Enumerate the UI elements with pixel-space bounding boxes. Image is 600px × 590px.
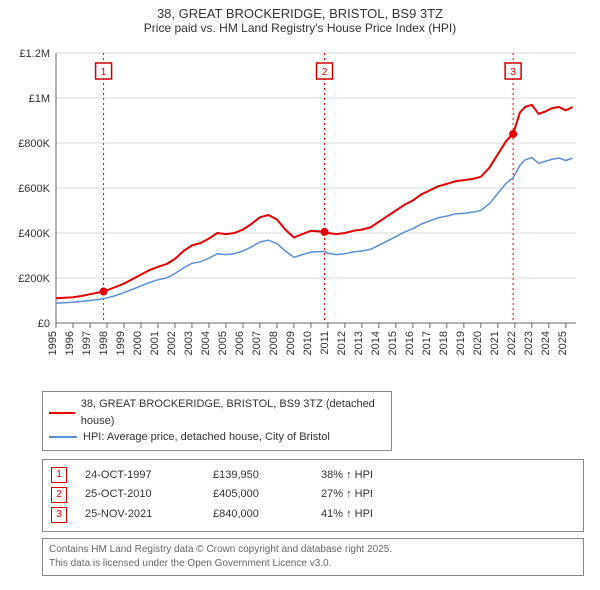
svg-text:2018: 2018 [438,331,450,355]
svg-text:2007: 2007 [251,331,263,355]
svg-text:1995: 1995 [47,331,59,355]
svg-text:2025: 2025 [557,331,569,355]
tx-date: 25-OCT-2010 [85,485,195,505]
footer-attribution: Contains HM Land Registry data © Crown c… [42,538,584,576]
svg-text:£800K: £800K [18,138,50,150]
tx-date: 24-OCT-1997 [85,466,195,486]
svg-text:£400K: £400K [18,228,50,240]
table-row: 2 25-OCT-2010 £405,000 27% ↑ HPI [51,485,575,505]
svg-text:2017: 2017 [421,331,433,355]
svg-text:2005: 2005 [217,331,229,355]
footer-line2: This data is licensed under the Open Gov… [49,557,577,571]
chart-title: 38, GREAT BROCKERIDGE, BRISTOL, BS9 3TZ … [0,0,600,39]
svg-text:2011: 2011 [319,331,331,355]
svg-text:2013: 2013 [353,331,365,355]
price-chart: £0 £200K £400K £600K £800K £1M £1.2M 1995 1996 19… [10,43,590,383]
svg-text:2014: 2014 [370,331,382,355]
svg-text:£200K: £200K [18,273,50,285]
legend-label: 38, GREAT BROCKERIDGE, BRISTOL, BS9 3TZ … [81,396,385,429]
tx-diff: 38% ↑ HPI [321,466,411,486]
svg-text:2003: 2003 [183,331,195,355]
tx-diff: 27% ↑ HPI [321,485,411,505]
svg-text:1998: 1998 [98,331,110,355]
legend-item: 38, GREAT BROCKERIDGE, BRISTOL, BS9 3TZ … [49,396,385,429]
tx-date: 25-NOV-2021 [85,505,195,525]
tx-diff: 41% ↑ HPI [321,505,411,525]
svg-text:3: 3 [510,67,516,78]
legend: 38, GREAT BROCKERIDGE, BRISTOL, BS9 3TZ … [42,391,392,451]
svg-text:1: 1 [101,67,107,78]
svg-text:2009: 2009 [285,331,297,355]
svg-text:2000: 2000 [132,331,144,355]
svg-text:2016: 2016 [404,331,416,355]
svg-text:2019: 2019 [455,331,467,355]
svg-text:£1.2M: £1.2M [19,48,50,60]
svg-text:2022: 2022 [506,331,518,355]
legend-swatch [49,412,75,414]
svg-text:2020: 2020 [472,331,484,355]
tx-badge: 1 [51,467,67,483]
svg-text:2012: 2012 [336,331,348,355]
legend-label: HPI: Average price, detached house, City… [83,429,330,446]
table-row: 3 25-NOV-2021 £840,000 41% ↑ HPI [51,505,575,525]
svg-text:2021: 2021 [489,331,501,355]
svg-text:£1M: £1M [29,93,50,105]
tx-badge: 2 [51,487,67,503]
title-line1: 38, GREAT BROCKERIDGE, BRISTOL, BS9 3TZ [10,6,590,21]
svg-text:1999: 1999 [115,331,127,355]
svg-text:2010: 2010 [302,331,314,355]
title-line2: Price paid vs. HM Land Registry's House … [10,21,590,35]
table-row: 1 24-OCT-1997 £139,950 38% ↑ HPI [51,466,575,486]
svg-text:2024: 2024 [540,331,552,355]
svg-text:2006: 2006 [234,331,246,355]
svg-text:2002: 2002 [166,331,178,355]
transaction-table: 1 24-OCT-1997 £139,950 38% ↑ HPI 2 25-OC… [42,459,584,532]
svg-text:1996: 1996 [64,331,76,355]
svg-text:£600K: £600K [18,183,50,195]
svg-text:2001: 2001 [149,331,161,355]
svg-text:2: 2 [322,67,328,78]
svg-text:1997: 1997 [81,331,93,355]
svg-text:2008: 2008 [268,331,280,355]
tx-badge: 3 [51,507,67,523]
footer-line1: Contains HM Land Registry data © Crown c… [49,543,577,557]
tx-price: £405,000 [213,485,303,505]
tx-price: £139,950 [213,466,303,486]
svg-text:2004: 2004 [200,331,212,355]
svg-text:£0: £0 [38,318,50,330]
legend-swatch [49,436,77,438]
svg-text:2015: 2015 [387,331,399,355]
svg-text:2023: 2023 [523,331,535,355]
chart-container: £0 £200K £400K £600K £800K £1M £1.2M 1995 1996 19… [10,43,590,383]
tx-price: £840,000 [213,505,303,525]
legend-item: HPI: Average price, detached house, City… [49,429,385,446]
